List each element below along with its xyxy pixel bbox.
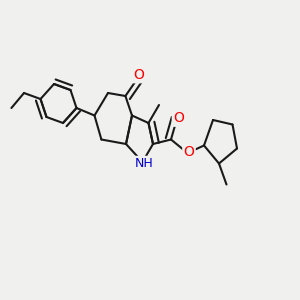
Text: NH: NH (135, 157, 153, 170)
Text: O: O (173, 112, 184, 125)
Text: O: O (184, 145, 194, 158)
Text: O: O (134, 68, 144, 82)
